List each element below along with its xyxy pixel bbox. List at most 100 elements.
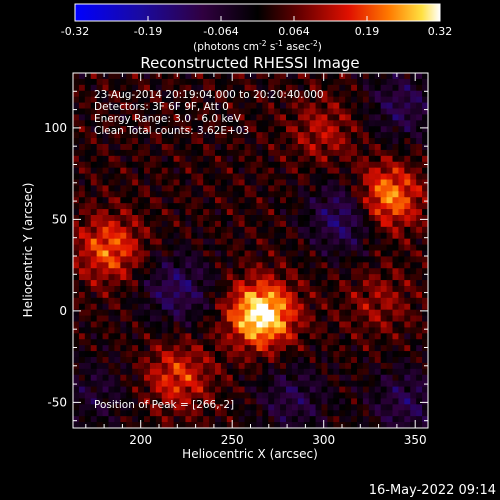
heatmap-cell xyxy=(108,173,116,181)
heatmap-cell xyxy=(357,90,364,98)
heatmap-cell xyxy=(333,256,340,263)
heatmap-cell xyxy=(84,315,92,323)
heatmap-cell xyxy=(120,262,127,269)
heatmap-cell xyxy=(286,138,293,145)
heatmap-cell xyxy=(410,102,417,110)
heatmap-cell xyxy=(392,422,400,428)
heatmap-cell xyxy=(173,96,181,104)
heatmap-cell xyxy=(185,220,192,228)
heatmap-cell xyxy=(161,280,169,287)
heatmap-cell xyxy=(179,345,187,352)
heatmap-cell xyxy=(297,392,305,400)
heatmap-cell xyxy=(197,268,204,275)
heatmap-cell xyxy=(345,268,352,275)
heatmap-cell xyxy=(274,327,281,334)
heatmap-cell xyxy=(144,120,151,127)
heatmap-cell xyxy=(138,345,145,352)
heatmap-cell xyxy=(120,78,127,86)
heatmap-cell xyxy=(220,90,228,98)
heatmap-cell xyxy=(179,256,187,263)
observation-annotations: 23-Aug-2014 20:19:04.000 to 20:20:40.000… xyxy=(94,89,324,137)
heatmap-cell xyxy=(380,286,388,293)
heatmap-cell xyxy=(321,333,329,340)
heatmap-cell xyxy=(84,197,92,204)
heatmap-cell xyxy=(422,220,428,228)
heatmap-cell xyxy=(102,173,110,181)
heatmap-cell xyxy=(280,73,287,80)
heatmap-cell xyxy=(232,286,240,293)
heatmap-cell xyxy=(398,291,405,299)
heatmap-cell xyxy=(339,422,346,428)
heatmap-cell xyxy=(102,126,110,133)
heatmap-cell xyxy=(209,321,216,329)
heatmap-cell xyxy=(274,179,281,187)
heatmap-cell xyxy=(161,256,169,263)
heatmap-cell xyxy=(368,209,376,216)
heatmap-cell xyxy=(268,404,275,411)
heatmap-cell xyxy=(410,286,417,293)
heatmap-cell xyxy=(226,392,234,400)
heatmap-cell xyxy=(232,114,240,121)
heatmap-cell xyxy=(416,262,423,269)
heatmap-cell xyxy=(73,351,80,358)
heatmap-cell xyxy=(132,102,139,110)
heatmap-cell xyxy=(357,108,364,116)
heatmap-cell xyxy=(215,368,222,376)
heatmap-cell xyxy=(173,155,181,163)
heatmap-cell xyxy=(321,209,329,216)
heatmap-cell xyxy=(149,209,157,216)
heatmap-cell xyxy=(380,398,388,405)
heatmap-cell xyxy=(368,274,376,281)
heatmap-cell xyxy=(84,84,92,92)
heatmap-cell xyxy=(73,185,80,192)
heatmap-cell xyxy=(155,297,163,305)
heatmap-cell xyxy=(351,392,358,400)
heatmap-cell xyxy=(280,120,287,127)
heatmap-cell xyxy=(138,392,145,400)
heatmap-cell xyxy=(404,274,411,281)
heatmap-cell xyxy=(309,96,317,104)
heatmap-cell xyxy=(238,268,246,275)
heatmap-cell xyxy=(274,416,281,423)
heatmap-cell xyxy=(232,291,240,299)
heatmap-cell xyxy=(126,315,133,323)
heatmap-cell xyxy=(149,321,157,329)
heatmap-cell xyxy=(327,280,334,287)
heatmap-cell xyxy=(209,191,216,198)
heatmap-cell xyxy=(226,315,234,323)
heatmap-cell xyxy=(90,84,98,92)
heatmap-cell xyxy=(333,392,340,400)
heatmap-cell xyxy=(203,374,210,382)
heatmap-cell xyxy=(138,209,145,216)
heatmap-cell xyxy=(144,291,151,299)
heatmap-cell xyxy=(191,416,198,423)
heatmap-cell xyxy=(209,268,216,275)
heatmap-cell xyxy=(232,120,240,127)
heatmap-cell xyxy=(220,215,228,222)
heatmap-cell xyxy=(96,78,104,86)
heatmap-cell xyxy=(368,220,376,228)
heatmap-cell xyxy=(161,309,169,317)
heatmap-cell xyxy=(262,155,269,163)
heatmap-cell xyxy=(368,351,376,358)
heatmap-cell xyxy=(232,155,240,163)
heatmap-cell xyxy=(291,268,299,275)
heatmap-cell xyxy=(268,155,275,163)
heatmap-cell xyxy=(327,303,334,311)
heatmap-cell xyxy=(262,144,269,151)
heatmap-cell xyxy=(126,102,133,110)
heatmap-cell xyxy=(410,73,417,80)
heatmap-cell xyxy=(220,422,228,428)
heatmap-cell xyxy=(102,191,110,198)
heatmap-cell xyxy=(374,220,382,228)
heatmap-cell xyxy=(155,220,163,228)
heatmap-cell xyxy=(215,209,222,216)
heatmap-cell xyxy=(256,392,263,400)
heatmap-cell xyxy=(185,203,192,210)
heatmap-cell xyxy=(114,362,121,370)
heatmap-cell xyxy=(167,374,175,382)
heatmap-cell xyxy=(321,268,329,275)
heatmap-cell xyxy=(268,144,275,151)
heatmap-cell xyxy=(102,374,110,382)
heatmap-cell xyxy=(108,297,116,305)
